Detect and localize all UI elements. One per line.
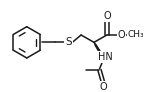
Text: O: O	[103, 11, 111, 21]
Text: O: O	[99, 82, 107, 92]
Text: O: O	[118, 30, 125, 40]
Text: CH₃: CH₃	[128, 30, 145, 39]
Text: HN: HN	[98, 52, 112, 62]
Text: S: S	[65, 37, 72, 47]
